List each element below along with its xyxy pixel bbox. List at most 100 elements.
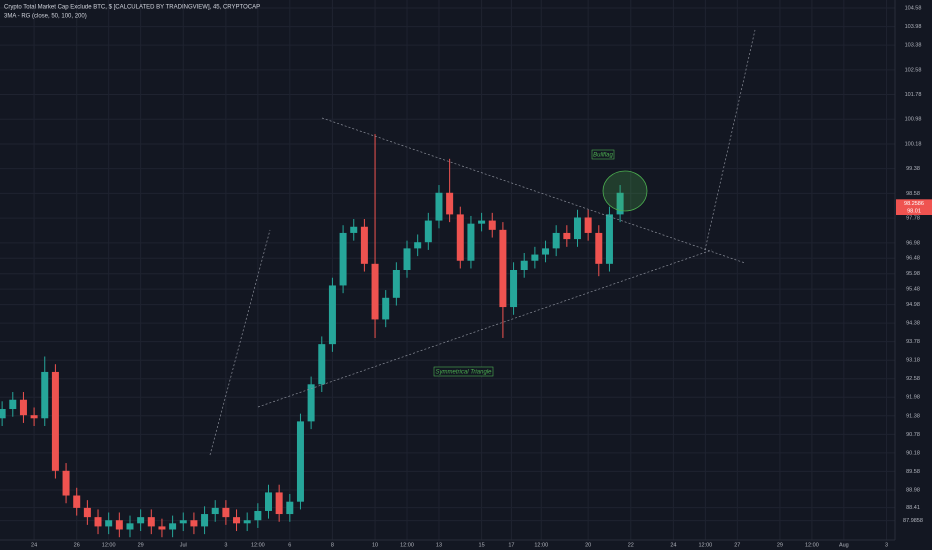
lower-trendline (257, 249, 713, 408)
y-tick-label: 92.58 (906, 376, 920, 382)
axes: 104.58 103.98 103.38 102.58 101.78 100.98 100.… (31, 5, 932, 548)
y-tick-label: 95.98 (906, 271, 920, 277)
x-tick-label: 29 (777, 542, 783, 548)
candles (0, 134, 624, 538)
candle-body (265, 492, 272, 511)
x-tick-label: 17 (508, 542, 514, 548)
y-tick-label: 97.78 (906, 216, 920, 222)
x-tick-label: 12:00 (400, 542, 414, 548)
x-tick-label: 12:00 (805, 542, 819, 548)
y-tick-label: 93.18 (906, 358, 920, 364)
candle-body (360, 226, 368, 264)
y-tick-label: 98.58 (906, 191, 920, 197)
y-tick-label: 99.38 (906, 166, 920, 172)
bullflag-box (591, 149, 615, 160)
y-tick-label: 90.78 (906, 432, 920, 438)
right-projection (704, 29, 756, 251)
candle-body (392, 270, 400, 298)
candle-body (19, 399, 27, 416)
x-tick-label: 20 (585, 542, 591, 548)
candle-body (83, 507, 91, 518)
y-tick-label: 91.38 (906, 413, 920, 419)
price-tag-label: 98.2586 (904, 201, 924, 207)
y-tick-label: 103.98 (905, 24, 922, 30)
candle-body (254, 510, 262, 521)
indicator-label: 3MA - RG (close, 50, 100, 200) (4, 14, 87, 20)
candle-body (307, 384, 315, 422)
candle-body (222, 507, 230, 518)
y-tick-label: 100.98 (905, 117, 922, 123)
candle-body (542, 248, 550, 255)
candle-body (41, 371, 49, 419)
candle-body (9, 399, 17, 410)
y-tick-label: 88.98 (906, 487, 920, 493)
x-tick-label: 29 (138, 542, 144, 548)
candle-body (520, 260, 528, 270)
candle-body (563, 232, 571, 240)
candle-body (286, 501, 294, 515)
y-tick-label: 101.78 (905, 92, 922, 98)
candle-body (211, 507, 219, 515)
candle-body (94, 517, 102, 527)
candle-body (403, 248, 411, 270)
y-tick-label: 95.48 (906, 287, 920, 293)
y-tick-label: 90.18 (906, 450, 920, 456)
candle-body (350, 226, 358, 233)
bullflag-highlight (602, 170, 648, 212)
candle-body (105, 520, 113, 527)
candle-body (147, 517, 155, 527)
y-tick-label: 94.38 (906, 321, 920, 327)
x-tick-label: 12:00 (534, 542, 548, 548)
bullflag-label: Bullflag (593, 153, 613, 159)
x-tick-label: Jul (180, 542, 187, 548)
candle-body (467, 223, 475, 261)
y-tick-label: 94.98 (906, 302, 920, 308)
y-tick-label: 102.58 (905, 67, 922, 73)
candle-body (371, 263, 379, 320)
candle-body (499, 229, 507, 308)
candle-body (488, 220, 496, 230)
candle-body (595, 232, 603, 264)
y-tick-label: 104.58 (905, 5, 922, 11)
candle-body (190, 520, 198, 527)
x-tick-label: 12:00 (102, 542, 116, 548)
candle-body (605, 214, 613, 264)
y-tick-label: 93.78 (906, 339, 920, 345)
y-tick-label: 96.98 (906, 240, 920, 246)
grid (0, 0, 895, 540)
candle-body (275, 492, 283, 515)
x-tick-label: 13 (436, 542, 442, 548)
candle-body (552, 232, 560, 249)
candle-body (126, 523, 134, 530)
y-tick-label: 100.18 (905, 141, 922, 147)
x-tick-label: 26 (74, 542, 80, 548)
candle-body (616, 192, 624, 215)
y-tick-label: 96.48 (906, 256, 920, 262)
triangle-box (433, 366, 494, 377)
x-tick-label: 10 (372, 542, 378, 548)
candle-body (478, 220, 486, 224)
candle-body (424, 220, 432, 243)
candle-body (0, 409, 6, 419)
x-tick-label: 27 (734, 542, 740, 548)
y-tick-label: 103.38 (905, 43, 922, 49)
x-tick-label: 24 (31, 542, 37, 548)
candle-body (296, 421, 304, 502)
x-tick-label: 12:00 (251, 542, 265, 548)
candle-body (584, 217, 592, 233)
x-tick-label: Aug (839, 542, 849, 548)
candle-body (243, 520, 251, 524)
candle-body (456, 214, 464, 261)
candle-body (62, 470, 70, 496)
candle-body (137, 517, 145, 524)
candle-body (115, 520, 123, 530)
candle-body (179, 520, 187, 524)
price-tag (896, 199, 932, 208)
y-tick-label: 91.98 (906, 395, 920, 401)
drawings (209, 29, 756, 456)
y-tick-label: 87.9858 (903, 518, 923, 524)
candle-body (414, 242, 422, 249)
candle-body (51, 371, 59, 471)
